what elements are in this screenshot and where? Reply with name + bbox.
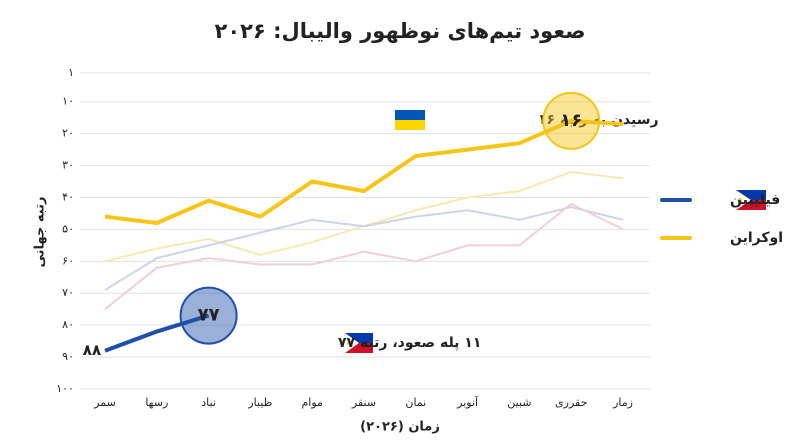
y-tick-label: ۸۰: [62, 318, 74, 331]
x-tick-label: زمار: [612, 396, 633, 409]
value-label: ۸۸: [83, 341, 101, 359]
x-tick-label: نباد: [201, 396, 216, 409]
background-line: [104, 202, 624, 310]
x-tick-label: شبین: [507, 396, 531, 409]
philippines-annotation: ۱۱ پله صعود، رتبه ۷۷: [338, 333, 481, 353]
y-tick-label: ۹۰: [62, 350, 74, 363]
y-tick-label: ۳۰: [62, 159, 74, 172]
series-line: [104, 313, 210, 353]
y-tick-label: ۱۰۰: [56, 382, 74, 395]
flag-philippines: [736, 200, 766, 210]
legend-label: فیلیپین: [730, 192, 780, 208]
y-tick-label: ۶۰: [62, 254, 74, 267]
y-tick-label: ۴۰: [62, 190, 74, 203]
x-tick-label: حقرری: [555, 396, 587, 409]
y-tick-label: ۵۰: [62, 222, 74, 235]
x-tick-label: ظیبار: [247, 396, 272, 409]
x-axis-label: زمان (۲۰۲۶): [360, 420, 440, 435]
chart-title: صعود تیم‌های نوظهور والیبال: ۲۰۲۶: [215, 19, 586, 43]
x-tick-label: سمر: [93, 396, 116, 409]
x-tick-label: نمان: [405, 396, 426, 409]
y-tick-label: ۲۰: [62, 127, 74, 140]
flag-ukraine: [395, 110, 425, 120]
x-tick-label: آنوبر: [456, 395, 479, 409]
value-badge: [179, 286, 238, 345]
legend-label: اوکراین: [730, 230, 783, 246]
flag-philippines: [738, 198, 742, 202]
x-tick-label: سنقر: [351, 396, 376, 409]
background-line: [104, 206, 624, 291]
x-tick-label: رسها: [145, 396, 168, 409]
y-axis-label: رتبه جهانی: [33, 197, 48, 268]
flag-philippines: [345, 343, 373, 353]
flag-philippines: [736, 190, 766, 200]
y-tick-label: ۷۰: [62, 286, 74, 299]
legend-flags: [736, 190, 766, 210]
flag-ukraine: [395, 120, 425, 130]
flag-philippines: [736, 190, 751, 210]
value-label: ۱۶: [560, 110, 582, 131]
series-line: [104, 118, 624, 226]
flag-philippines: [347, 341, 351, 345]
value-label: ۷۷: [198, 305, 220, 326]
flag-philippines: [345, 333, 359, 353]
y-tick-label: ۱۰: [62, 95, 74, 108]
y-tick-label: ۱: [68, 66, 74, 79]
value-badge: [542, 91, 601, 150]
annotation: ۱۱ پله صعود، رتبه ۷۷: [338, 335, 481, 351]
x-tick-label: موام: [301, 396, 323, 409]
flag-philippines: [345, 333, 373, 343]
